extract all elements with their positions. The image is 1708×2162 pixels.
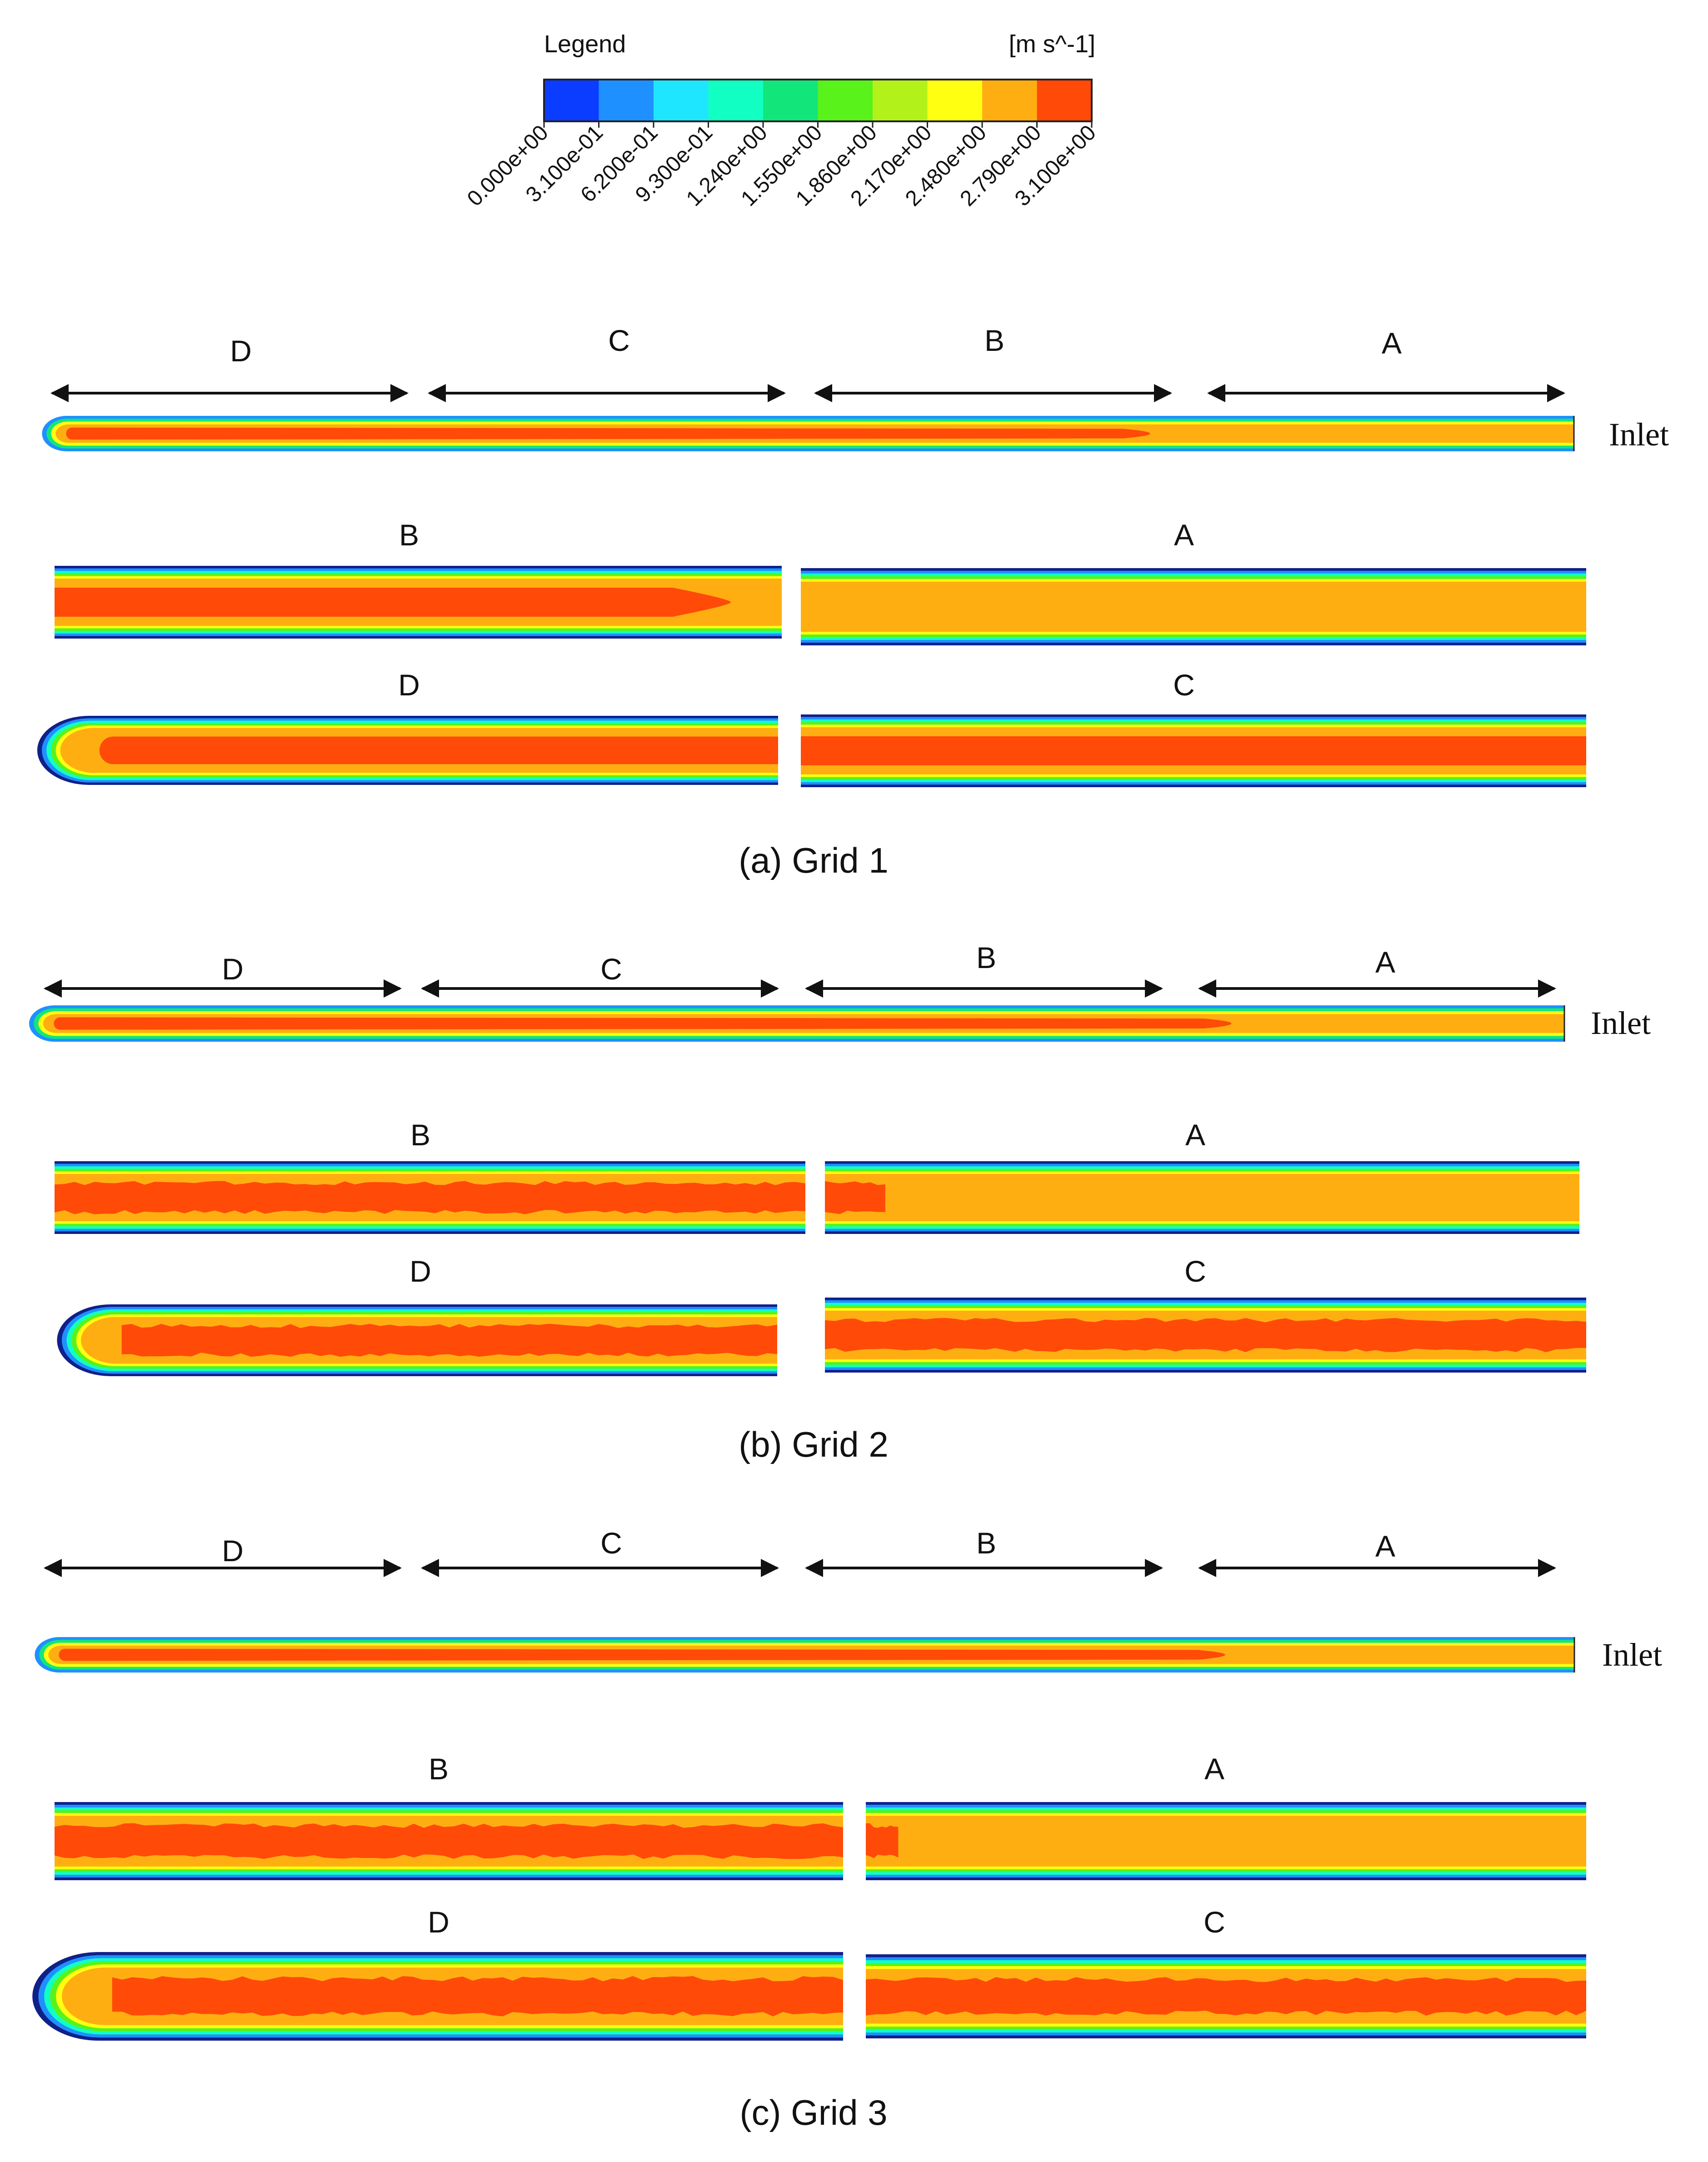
legend-swatch (982, 80, 1037, 121)
section-arrows: D C B A (50, 324, 1565, 402)
legend-swatch (654, 80, 709, 121)
panel-caption-c: (c) Grid 3 (739, 2092, 887, 2132)
core-contour (99, 736, 779, 764)
legend-swatch (818, 80, 873, 121)
zoom-label-d: D (428, 1905, 449, 1939)
zoom-label-c: C (1184, 1254, 1206, 1288)
core-contour (825, 1318, 1586, 1353)
legend-title: Legend (544, 30, 626, 58)
legend-unit: [m s^-1] (1009, 30, 1095, 58)
core-contour (59, 1648, 1225, 1661)
zoom-section-c (801, 714, 1586, 787)
zoom-section-c (866, 1954, 1586, 2038)
section-label-b: B (976, 1526, 996, 1560)
zoom-section-b (55, 1802, 843, 1880)
section-label-d: D (222, 1534, 244, 1568)
section-label-c: C (608, 324, 630, 357)
zoom-label-b: B (399, 518, 419, 552)
zoom-section-d (32, 1952, 844, 2041)
zoom-label-d: D (398, 668, 420, 702)
legend-swatch (1037, 80, 1092, 121)
core-contour (55, 1823, 843, 1859)
zoom-section-d (57, 1304, 778, 1376)
full-pipe-contour (29, 1005, 1565, 1042)
core-contour (112, 1976, 843, 2017)
core-contour (866, 1823, 899, 1858)
inlet-label: Inlet (1602, 1637, 1662, 1673)
contour-band (866, 1816, 1586, 1867)
section-label-a: A (1375, 1529, 1395, 1563)
panel-caption-a: (a) Grid 1 (739, 840, 888, 880)
zoom-label-b: B (429, 1752, 449, 1786)
legend-swatch (708, 80, 764, 121)
core-contour (825, 1181, 885, 1214)
contour-band (801, 581, 1586, 632)
core-contour (866, 1977, 1586, 2016)
zoom-section-a (801, 568, 1586, 645)
zoom-section-a (866, 1802, 1586, 1880)
zoom-label-b: B (410, 1118, 430, 1152)
zoom-label-d: D (410, 1254, 431, 1288)
panel-caption-b: (b) Grid 2 (739, 1424, 888, 1464)
core-contour (54, 1017, 1232, 1030)
core-contour (801, 736, 1586, 765)
full-pipe-contour (42, 416, 1575, 451)
zoom-section-a (825, 1161, 1579, 1234)
section-arrows: D C B A (44, 941, 1556, 998)
contour-band (825, 1174, 1579, 1221)
legend-swatch (544, 80, 599, 121)
legend-swatch (873, 80, 928, 121)
zoom-label-c: C (1173, 668, 1195, 702)
zoom-section-c (825, 1298, 1586, 1373)
section-label-a: A (1375, 945, 1395, 979)
legend-swatch (763, 80, 818, 121)
legend-colorbar (543, 79, 1093, 122)
legend: Legend [m s^-1] 0.000e+003.100e-016.200e… (463, 30, 1101, 211)
panel-grid-2: D C B A Inlet B A D C (b) Grid 2 (29, 941, 1651, 1464)
section-label-d: D (230, 334, 252, 368)
core-contour (55, 1181, 805, 1214)
core-contour (66, 427, 1150, 440)
section-label-c: C (600, 952, 622, 986)
section-label-b: B (976, 941, 996, 974)
panel-grid-3: D C B A Inlet B A D C (c) Grid 3 (32, 1526, 1662, 2132)
panel-grid-1: D C B A Inlet B A D C (a) Grid 1 (37, 324, 1669, 880)
zoom-section-d (37, 716, 779, 785)
inlet-label: Inlet (1591, 1005, 1651, 1041)
inlet-label: Inlet (1609, 416, 1669, 453)
zoom-section-b (55, 1161, 805, 1234)
section-label-a: A (1382, 326, 1402, 360)
legend-tick-labels: 0.000e+003.100e-016.200e-019.300e-011.24… (463, 120, 1101, 211)
zoom-label-a: A (1204, 1752, 1224, 1786)
legend-swatch (927, 80, 983, 121)
section-label-c: C (600, 1526, 622, 1560)
zoom-section-b (55, 566, 782, 639)
section-arrows: D C B A (44, 1526, 1556, 1577)
zoom-label-a: A (1185, 1118, 1205, 1152)
section-label-b: B (984, 324, 1004, 357)
legend-swatch (599, 80, 654, 121)
core-contour (121, 1323, 778, 1357)
section-label-d: D (222, 952, 244, 986)
core-contour (55, 588, 731, 617)
zoom-label-a: A (1174, 518, 1194, 552)
zoom-label-c: C (1204, 1905, 1225, 1939)
full-pipe-contour (35, 1637, 1575, 1673)
